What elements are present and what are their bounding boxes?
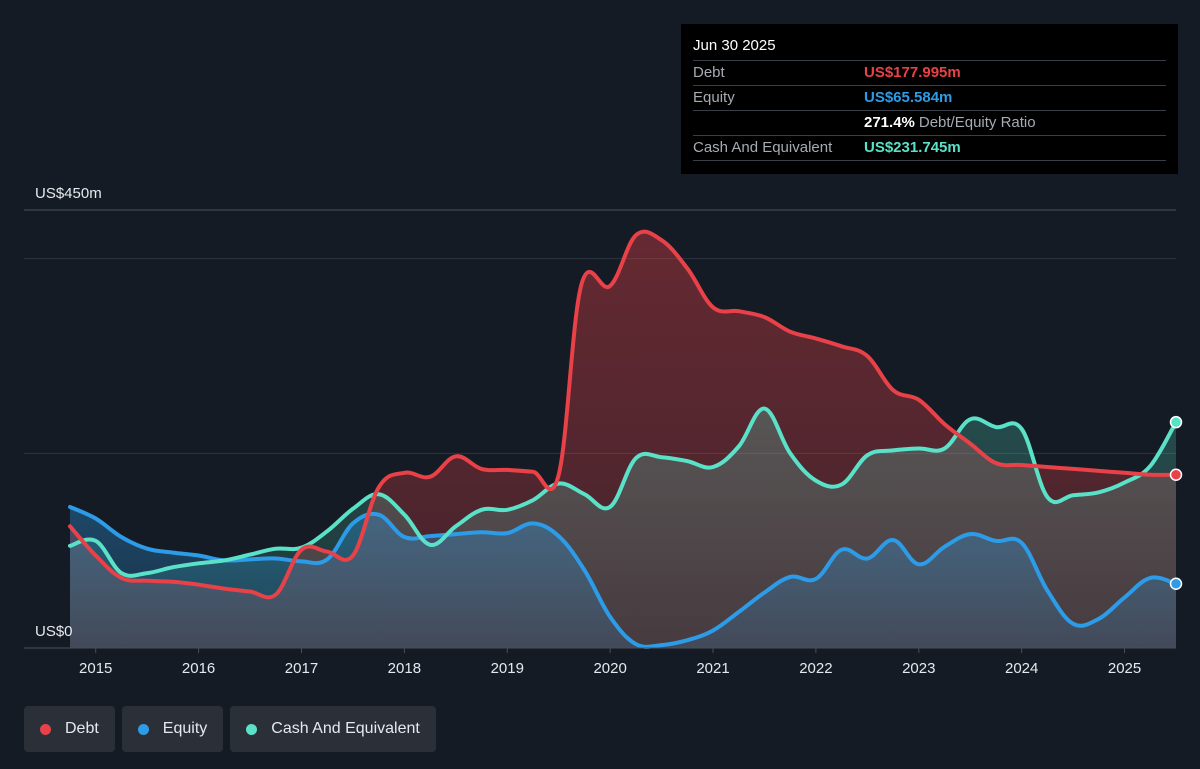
- x-tick-label: 2023: [902, 660, 935, 677]
- x-tick-label: 2019: [491, 660, 524, 677]
- tooltip-ratio-suffix: Debt/Equity Ratio: [918, 114, 1036, 131]
- tooltip-cash-label: Cash And Equivalent: [693, 139, 833, 156]
- x-axis: 2015 2016 2017 2018 2019 2020 2021 2022 2023 2024…: [24, 647, 1176, 677]
- tooltip-date: Jun 30 2025: [693, 37, 776, 54]
- tooltip-row-debt: Debt US$177.995m: [693, 60, 1166, 85]
- series-lines: [68, 229, 1183, 649]
- x-tick-label: 2016: [182, 660, 215, 677]
- legend-item-cash[interactable]: Cash And Equivalent: [230, 706, 436, 752]
- legend-debt-label: Debt: [65, 720, 99, 737]
- data-tooltip: Jun 30 2025 Debt US$177.995m Equity US$6…: [681, 24, 1178, 174]
- x-tick-label: 2022: [799, 660, 832, 677]
- x-tick-label: 2017: [285, 660, 318, 677]
- tooltip-row-ratio: 271.4% Debt/Equity Ratio: [693, 110, 1166, 135]
- debt-line: [68, 229, 1178, 600]
- equity-line: [68, 504, 1178, 649]
- tooltip-row-equity: Equity US$65.584m: [693, 85, 1166, 110]
- x-tick-label: 2021: [696, 660, 729, 677]
- equity-end-marker[interactable]: [1169, 577, 1183, 591]
- tooltip-equity-value: US$65.584m: [864, 89, 953, 106]
- x-tick-label: 2025: [1108, 660, 1141, 677]
- tooltip-row-cash: Cash And Equivalent US$231.745m: [693, 135, 1166, 161]
- y-axis-top-label: US$450m: [35, 185, 102, 202]
- equity-area: [70, 506, 1176, 648]
- tooltip-ratio-value: 271.4%: [864, 114, 915, 131]
- tooltip-debt-label: Debt: [693, 64, 725, 81]
- tooltip-equity-label: Equity: [693, 89, 735, 106]
- debt-equity-chart: 2015 2016 2017 2018 2019 2020 2021 2022 2023 2024…: [24, 185, 1183, 677]
- x-tick-label: 2024: [1005, 660, 1038, 677]
- tooltip-cash-value: US$231.745m: [864, 139, 961, 156]
- series-areas: [70, 231, 1176, 648]
- legend-item-debt[interactable]: Debt: [24, 706, 115, 752]
- cash-and-equivalent-end-marker[interactable]: [1169, 415, 1183, 429]
- legend-item-equity[interactable]: Equity: [121, 706, 224, 752]
- y-axis-bottom-label: US$0: [35, 623, 73, 640]
- legend-cash-label: Cash And Equivalent: [271, 720, 420, 737]
- chart-legend: Debt Equity Cash And Equivalent: [24, 706, 436, 752]
- x-tick-label: 2018: [388, 660, 421, 677]
- legend-equity-label: Equity: [162, 720, 208, 737]
- cash-dot-icon: [246, 723, 258, 735]
- equity-dot-icon: [137, 723, 149, 735]
- x-tick-label: 2015: [79, 660, 112, 677]
- cash-and-equivalent-line: [68, 406, 1178, 578]
- tooltip-debt-value: US$177.995m: [864, 64, 961, 81]
- debt-dot-icon: [40, 723, 51, 735]
- debt-end-marker[interactable]: [1169, 468, 1183, 481]
- x-tick-label: 2020: [593, 660, 626, 677]
